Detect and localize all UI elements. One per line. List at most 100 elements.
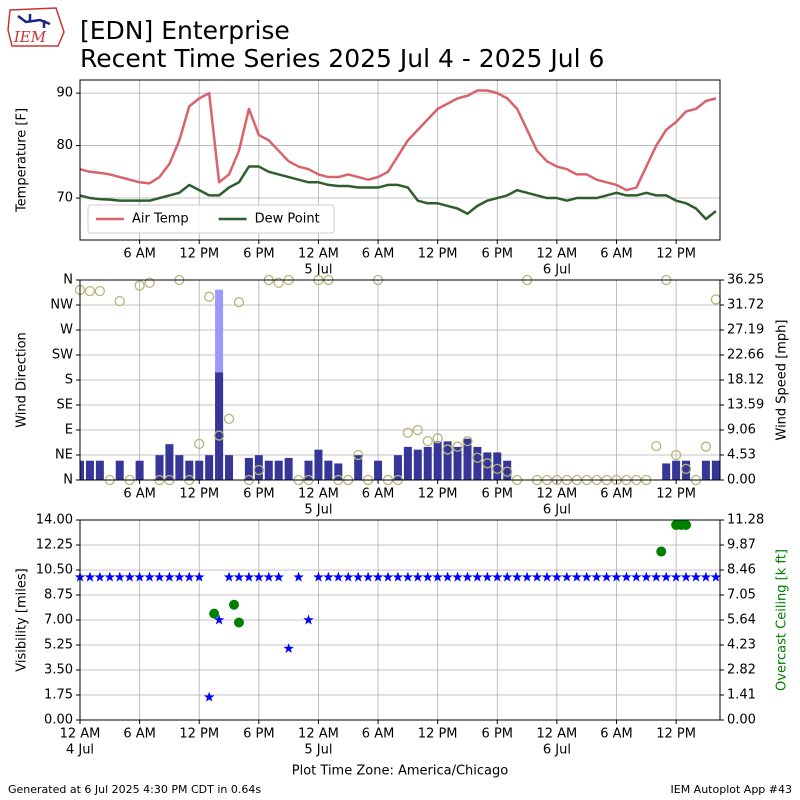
x-axis-label: Plot Time Zone: America/Chicago bbox=[292, 764, 508, 779]
bar bbox=[354, 455, 363, 480]
footer-right: IEM Autoplot App #43 bbox=[671, 783, 793, 796]
y-axis-label: Visibility [miles] bbox=[15, 568, 30, 671]
circle-marker bbox=[680, 463, 692, 475]
x-tick-label: 6 AM bbox=[362, 727, 395, 742]
circle-marker bbox=[412, 424, 423, 436]
star-marker bbox=[293, 571, 304, 582]
star-marker bbox=[213, 614, 225, 625]
y-tick-label: S bbox=[65, 373, 73, 388]
bar bbox=[264, 460, 273, 480]
y2-axis-label: Wind Speed [mph] bbox=[775, 320, 790, 441]
bar bbox=[701, 460, 710, 480]
star-marker bbox=[631, 571, 642, 582]
star-marker bbox=[362, 571, 374, 582]
bar bbox=[473, 446, 482, 480]
y-tick-label: 7.00 bbox=[44, 613, 73, 628]
y2-tick-label: 36.25 bbox=[727, 273, 764, 288]
footer-left: Generated at 6 Jul 2025 4:30 PM CDT in 0… bbox=[8, 783, 261, 796]
circle-marker bbox=[213, 430, 225, 441]
dot-marker bbox=[681, 519, 692, 530]
y-tick-label: 14.00 bbox=[36, 513, 73, 528]
bar bbox=[80, 460, 84, 480]
star-marker bbox=[382, 571, 394, 582]
star-marker bbox=[283, 643, 294, 654]
y2-tick-label: 11.28 bbox=[727, 513, 764, 528]
star-marker bbox=[323, 571, 334, 582]
star-marker bbox=[193, 571, 205, 582]
circle-marker bbox=[223, 413, 235, 425]
bar bbox=[165, 444, 174, 480]
bar bbox=[503, 460, 512, 480]
y-tick-label: NW bbox=[50, 298, 73, 313]
circle-marker bbox=[144, 277, 155, 288]
y2-tick-label: 8.46 bbox=[727, 563, 756, 578]
circle-marker bbox=[492, 463, 503, 475]
star-marker bbox=[561, 571, 573, 582]
star-marker bbox=[114, 571, 125, 582]
circle-marker bbox=[94, 285, 106, 297]
bar bbox=[155, 455, 164, 480]
x-tick-label: 6 PM bbox=[243, 487, 274, 502]
star-marker bbox=[670, 571, 682, 582]
star-marker bbox=[611, 571, 622, 582]
star-marker bbox=[541, 571, 553, 582]
bar bbox=[244, 457, 253, 480]
bar bbox=[175, 455, 184, 480]
star-marker bbox=[343, 571, 354, 582]
bar bbox=[403, 446, 412, 480]
bar bbox=[672, 460, 681, 480]
y-tick-label: W bbox=[60, 323, 73, 338]
bar bbox=[443, 441, 452, 480]
bar bbox=[205, 455, 214, 480]
dot-marker bbox=[233, 617, 244, 628]
y-tick-label: 8.75 bbox=[44, 588, 73, 603]
star-marker bbox=[621, 571, 632, 582]
star-marker bbox=[660, 571, 672, 582]
star-marker bbox=[184, 571, 195, 582]
y-tick-label: SW bbox=[52, 348, 73, 363]
circle-marker bbox=[432, 433, 443, 444]
plot-frame bbox=[79, 279, 721, 481]
circle-marker bbox=[452, 441, 463, 452]
circle-marker bbox=[462, 435, 473, 447]
circle-marker bbox=[84, 285, 96, 297]
bar bbox=[304, 460, 313, 480]
x-tick-label: 12 AM bbox=[298, 727, 339, 742]
x-tick-label: 6 AM bbox=[123, 487, 156, 502]
star-marker bbox=[273, 571, 284, 582]
star-marker bbox=[651, 571, 662, 582]
x-tick-label: 6 AM bbox=[123, 727, 156, 742]
bar bbox=[85, 460, 94, 480]
bar bbox=[274, 460, 283, 480]
star-marker bbox=[84, 571, 96, 582]
bar bbox=[225, 455, 234, 480]
y2-tick-label: 0.00 bbox=[727, 713, 756, 728]
bar bbox=[314, 449, 323, 480]
y-tick-label: 5.25 bbox=[44, 638, 73, 653]
circle-marker bbox=[114, 295, 125, 307]
legend-label: Dew Point bbox=[255, 212, 320, 227]
star-marker bbox=[372, 571, 384, 582]
bar bbox=[662, 463, 671, 480]
x-tick-label: 6 AM bbox=[362, 487, 395, 502]
circle-marker bbox=[472, 452, 483, 463]
bar bbox=[254, 455, 263, 480]
bar bbox=[682, 460, 691, 480]
y-tick-label: 3.50 bbox=[44, 663, 73, 678]
x-tick-label: 12 AM bbox=[298, 247, 339, 262]
x-tick-label: 12 PM bbox=[418, 727, 458, 742]
star-marker bbox=[492, 571, 503, 582]
star-marker bbox=[134, 571, 145, 582]
logo: IEM bbox=[7, 7, 65, 47]
x-tick-date: 5 Jul bbox=[304, 743, 332, 758]
star-marker bbox=[233, 571, 245, 582]
star-marker bbox=[154, 571, 165, 582]
y2-tick-label: 31.72 bbox=[727, 297, 764, 312]
y-tick-label: NE bbox=[55, 448, 73, 463]
circle-marker bbox=[482, 458, 493, 469]
bar bbox=[215, 372, 224, 480]
